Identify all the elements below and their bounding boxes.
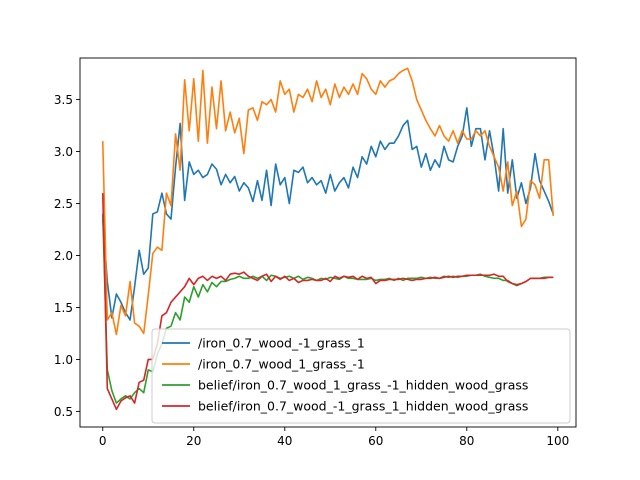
legend: /iron_0.7_wood_-1_grass_1/iron_0.7_wood_… bbox=[151, 328, 571, 424]
legend-label-4: belief/iron_0.7_wood_-1_grass_1_hidden_w… bbox=[198, 399, 528, 414]
x-tick-label-5: 100 bbox=[546, 434, 569, 448]
x-tick-label-3: 60 bbox=[368, 434, 383, 448]
x-tick-label-4: 80 bbox=[459, 434, 474, 448]
axes: 0 20 40 60 80 100 0.5 1.0 1.5 2.0 2.5 3.0 3.5 bbox=[54, 57, 577, 448]
series-line-2 bbox=[101, 67, 555, 336]
y-tick-label-6: 3.5 bbox=[54, 93, 73, 107]
y-tick-label-2: 1.5 bbox=[54, 301, 73, 315]
y-tick-label-3: 2.0 bbox=[54, 249, 73, 263]
legend-box bbox=[151, 328, 571, 424]
x-tick-label-1: 20 bbox=[186, 434, 201, 448]
legend-label-3: belief/iron_0.7_wood_1_grass_-1_hidden_w… bbox=[198, 378, 528, 393]
x-tick-label-2: 40 bbox=[277, 434, 292, 448]
y-tick-label-5: 3.0 bbox=[54, 145, 73, 159]
x-tick-label-0: 0 bbox=[99, 434, 107, 448]
y-tick-label-0: 0.5 bbox=[54, 405, 73, 419]
y-tick-label-1: 1.0 bbox=[54, 353, 73, 367]
axes-frame bbox=[79, 57, 577, 428]
plot-area bbox=[101, 67, 555, 411]
series-line-1 bbox=[101, 107, 555, 321]
y-tick-label-4: 2.5 bbox=[54, 197, 73, 211]
legend-label-2: /iron_0.7_wood_1_grass_-1 bbox=[198, 357, 365, 372]
legend-label-1: /iron_0.7_wood_-1_grass_1 bbox=[198, 336, 365, 351]
series-line-4 bbox=[101, 193, 554, 411]
